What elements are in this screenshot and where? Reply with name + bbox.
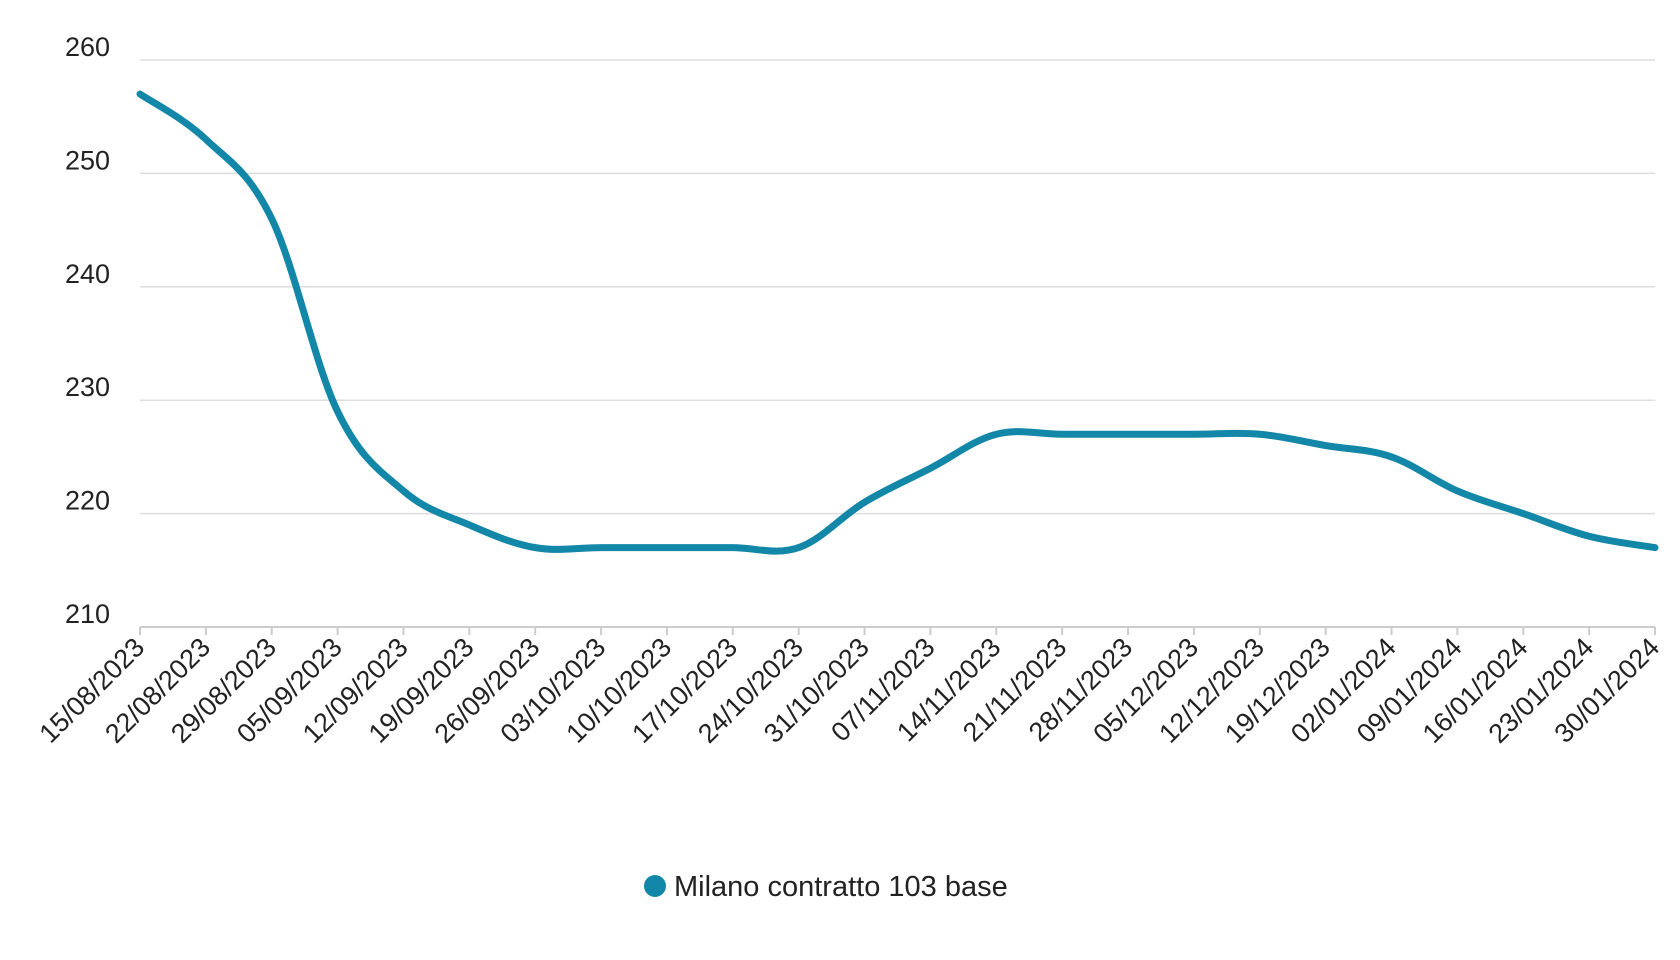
x-axis: 15/08/202322/08/202329/08/202305/09/2023… <box>33 626 1665 749</box>
gridlines <box>140 59 1655 515</box>
data-point <box>1059 431 1065 437</box>
data-point <box>598 545 604 551</box>
y-tick-label: 240 <box>65 259 110 289</box>
y-tick-label: 260 <box>65 32 110 62</box>
data-point <box>664 545 670 551</box>
data-point <box>269 216 275 222</box>
data-point <box>335 409 341 415</box>
data-point <box>730 545 736 551</box>
data-point <box>1125 431 1131 437</box>
data-point <box>862 499 868 505</box>
data-point <box>137 91 143 97</box>
y-tick-label: 210 <box>65 599 110 629</box>
data-point <box>400 488 406 494</box>
data-point <box>1652 545 1658 551</box>
data-point <box>993 431 999 437</box>
data-point <box>1520 511 1526 517</box>
series-lines <box>136 90 1659 555</box>
data-point <box>1323 443 1329 449</box>
data-point <box>1191 431 1197 437</box>
data-point <box>1257 431 1263 437</box>
data-point <box>203 136 209 142</box>
data-point <box>796 545 802 551</box>
data-point <box>1389 454 1395 460</box>
y-tick-label: 250 <box>65 145 110 175</box>
data-point <box>927 465 933 471</box>
legend-marker <box>644 875 666 897</box>
legend: Milano contratto 103 base <box>644 871 1008 903</box>
y-tick-label: 220 <box>65 486 110 516</box>
y-axis: 260 250 240 230 220 210 <box>65 32 110 629</box>
data-point <box>466 522 472 528</box>
y-tick-label: 230 <box>65 372 110 402</box>
legend-label: Milano contratto 103 base <box>674 871 1008 903</box>
data-point <box>532 545 538 551</box>
data-point <box>1454 488 1460 494</box>
data-point <box>1586 533 1592 539</box>
series-line <box>136 90 1659 555</box>
